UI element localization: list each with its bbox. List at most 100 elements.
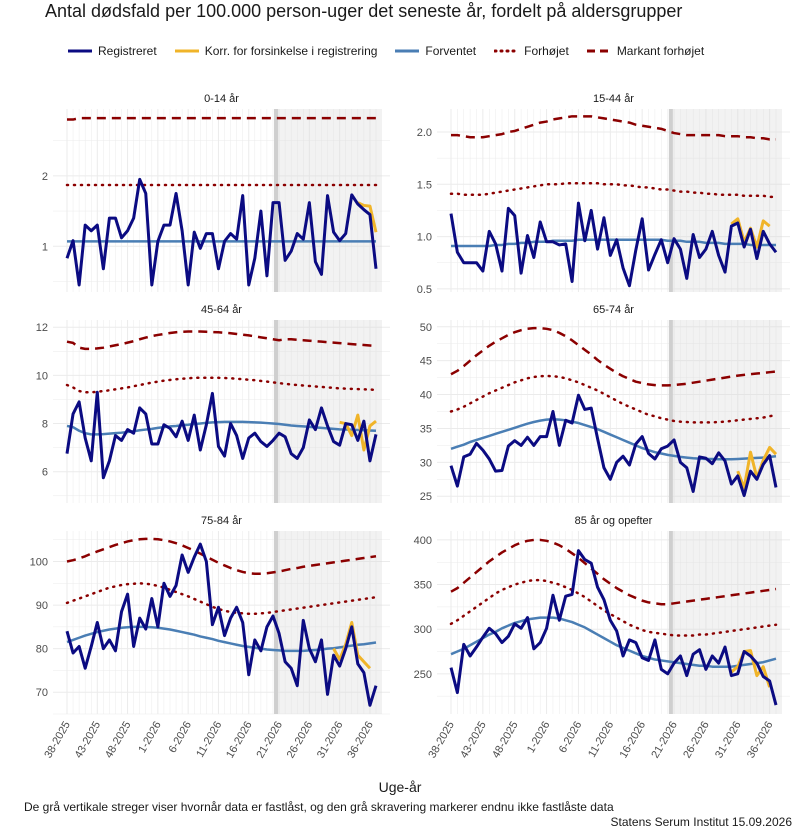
y-tick-label: 250 xyxy=(414,669,432,681)
x-tick-label: 21-2026 xyxy=(254,719,285,760)
x-tick-label: 11-2026 xyxy=(194,719,224,759)
y-tick-label: 350 xyxy=(414,580,432,592)
y-tick-label: 45 xyxy=(420,356,432,368)
footnote: De grå vertikale streger viser hvornår d… xyxy=(24,800,614,814)
panel-75-84-r-title: 75-84 år xyxy=(201,515,242,527)
legend-item-registreret: Registreret xyxy=(68,44,157,58)
series-forhoejet xyxy=(65,376,378,394)
panel-15-44-r: 15-44 år 0.5 1.0 1.5 2.0 xyxy=(417,93,790,296)
x-tick-label: 6-2026 xyxy=(557,719,585,755)
y-tick-label: 2 xyxy=(42,171,48,183)
x-tick-label: 6-2026 xyxy=(167,719,195,755)
y-tick-label: 100 xyxy=(30,557,48,569)
panel-0-14-r: 0-14 år 1 2 xyxy=(42,93,390,292)
x-tick-label: 11-2026 xyxy=(586,719,616,759)
y-tick-label: 35 xyxy=(420,423,432,435)
series-registreret xyxy=(449,549,778,706)
y-tick-label: 8 xyxy=(42,419,48,431)
panel-75-84-r: 75-84 år 70 80 90 100 38-2025 43-2025 48-2025 1-… xyxy=(30,515,390,760)
series-markant-forhoejet xyxy=(450,326,777,387)
legend-swatch-forhoejet xyxy=(494,49,519,53)
series-forhoejet xyxy=(449,578,778,637)
y-tick-label: 90 xyxy=(36,600,48,612)
source-note: Statens Serum Institut 15.09.2026 xyxy=(610,815,792,829)
x-tick-label: 31-2026 xyxy=(315,719,346,760)
series-markant-forhoejet xyxy=(451,115,776,141)
series-forhoejet xyxy=(449,182,778,199)
panel-65-74-r: 65-74 år 25 30 35 40 45 50 xyxy=(420,304,790,503)
unlocked-data-shading xyxy=(276,320,382,503)
series-registreret xyxy=(449,201,778,288)
y-tick-label: 40 xyxy=(420,390,432,402)
x-tick-label: 38-2025 xyxy=(426,719,457,760)
series-markant-forhoejet xyxy=(67,116,376,121)
x-tick-label: 38-2025 xyxy=(42,719,73,760)
legend-item-korrigeret: Korr. for forsinkelse i registrering xyxy=(174,44,378,58)
panel-45-64-r: 45-64 år 6 8 10 12 xyxy=(36,304,390,503)
x-tick-label: 16-2026 xyxy=(618,719,649,760)
legend-item-markant: Markant forhøjet xyxy=(586,44,705,58)
unlocked-data-shading xyxy=(670,531,782,714)
series-forventet xyxy=(450,616,777,668)
legend-label-markant: Markant forhøjet xyxy=(616,44,705,58)
x-tick-label: 36-2026 xyxy=(345,719,376,760)
series-markant-forhoejet xyxy=(450,538,777,606)
series-registreret xyxy=(65,177,378,287)
chart-title: Antal dødsfald per 100.000 person-uger d… xyxy=(45,1,683,21)
x-tick-label: 43-2025 xyxy=(458,719,489,760)
x-tick-label: 36-2026 xyxy=(745,719,776,760)
x-tick-label: 16-2026 xyxy=(224,719,255,760)
y-tick-label: 25 xyxy=(420,491,432,503)
y-tick-label: 0.5 xyxy=(417,284,432,296)
y-tick-label: 80 xyxy=(36,644,48,656)
y-tick-label: 12 xyxy=(36,322,48,334)
legend-item-forventet: Forventet xyxy=(395,44,476,58)
legend-label-korrigeret: Korr. for forsinkelse i registrering xyxy=(204,44,378,58)
series-korrigeret xyxy=(332,621,372,670)
series-forhoejet xyxy=(449,374,778,424)
legend-label-registreret: Registreret xyxy=(98,44,157,58)
panel-15-44-r-title: 15-44 år xyxy=(593,93,634,105)
legend-swatch-registreret xyxy=(68,49,92,53)
legend-item-forhoejet: Forhøjet xyxy=(494,44,569,58)
legend: Registreret Korr. for forsinkelse i regi… xyxy=(68,42,722,60)
series-markant-forhoejet xyxy=(66,330,377,351)
y-tick-label: 30 xyxy=(420,457,432,469)
panel-0-14-r-title: 0-14 år xyxy=(204,93,239,105)
panel-65-74-r-title: 65-74 år xyxy=(593,304,634,316)
legend-label-forhoejet: Forhøjet xyxy=(524,44,569,58)
y-tick-label: 1 xyxy=(42,241,48,253)
x-tick-label: 1-2026 xyxy=(525,719,553,755)
x-tick-label: 43-2025 xyxy=(73,719,104,760)
y-tick-label: 1.0 xyxy=(417,232,432,244)
x-tick-label: 48-2025 xyxy=(103,719,134,760)
x-tick-label: 26-2026 xyxy=(285,719,316,760)
x-tick-label: 1-2026 xyxy=(136,719,164,755)
x-tick-label: 48-2025 xyxy=(490,719,521,760)
y-tick-label: 2.0 xyxy=(417,127,432,139)
panel-85-r-og-opefter-title: 85 år og opefter xyxy=(575,515,653,527)
x-axis-label: Uge-år xyxy=(378,779,422,795)
x-tick-label: 21-2026 xyxy=(649,719,680,760)
y-tick-label: 300 xyxy=(414,624,432,636)
series-registreret xyxy=(65,542,378,707)
series-korrigeret xyxy=(730,649,772,688)
series-forhoejet xyxy=(65,582,378,616)
y-tick-label: 1.5 xyxy=(417,179,432,191)
series-korrigeret xyxy=(357,201,378,233)
y-tick-label: 10 xyxy=(36,370,48,382)
y-tick-label: 50 xyxy=(420,322,432,334)
series-forventet xyxy=(66,420,377,436)
panel-85-r-og-opefter: 85 år og opefter 250 300 350 400 38-2025 43-20… xyxy=(414,515,790,760)
panel-45-64-r-title: 45-64 år xyxy=(201,304,242,316)
y-tick-label: 70 xyxy=(36,687,48,699)
y-tick-label: 400 xyxy=(414,535,432,547)
legend-swatch-markant xyxy=(586,49,611,53)
series-registreret xyxy=(449,393,778,498)
legend-label-forventet: Forventet xyxy=(425,44,477,58)
x-tick-label: 31-2026 xyxy=(713,719,744,760)
series-registreret xyxy=(65,390,378,480)
legend-swatch-forventet xyxy=(395,49,420,53)
